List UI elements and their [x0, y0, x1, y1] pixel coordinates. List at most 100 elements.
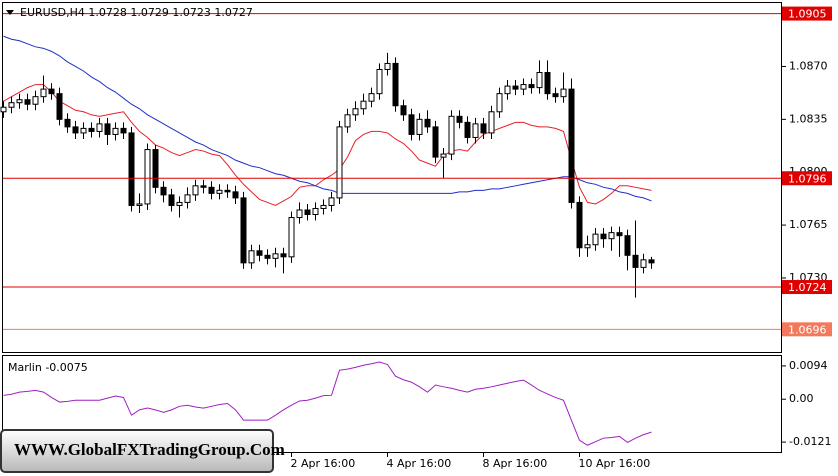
price-level-box [782, 280, 832, 295]
candle-body [472, 123, 479, 138]
candle-body [312, 207, 319, 216]
price-level-label: 1.0905 [788, 8, 827, 21]
candle-body [640, 259, 647, 268]
candle-body [328, 197, 335, 206]
moving-average [3, 84, 652, 207]
candle-body [520, 84, 527, 90]
y-tick-label: 0.0094 [789, 359, 828, 372]
candle-body [136, 203, 143, 206]
candle-body [272, 253, 279, 259]
candle-body [560, 88, 567, 98]
candle-body [232, 191, 239, 199]
candle-body [496, 93, 503, 113]
candle-body [616, 232, 623, 237]
candle-body [584, 244, 591, 249]
candle-body [240, 197, 247, 264]
candle-body [608, 232, 615, 240]
moving-average [3, 35, 652, 202]
candle-body [88, 127, 95, 132]
candle-body [48, 88, 55, 95]
candle-body [552, 93, 559, 98]
candle-body [208, 186, 215, 194]
candle-body [280, 253, 287, 258]
candle-body [352, 108, 359, 116]
candle-body [192, 185, 199, 196]
y-tick-label: 0.00 [789, 392, 814, 405]
y-tick-label: -0.0121 [789, 435, 831, 448]
candle-body [200, 185, 207, 188]
indicator-title: Marlin -0.0075 [8, 361, 88, 374]
candle-body [72, 126, 79, 134]
candle-body [528, 84, 535, 89]
candle-body [408, 114, 415, 135]
price-level-box [782, 171, 832, 186]
candle-body [40, 88, 47, 98]
candle-body [248, 250, 255, 264]
candle-body [360, 100, 367, 110]
candle-body [624, 235, 631, 256]
x-tick-label: 4 Apr 16:00 [387, 457, 452, 470]
watermark-frame [0, 429, 274, 473]
candle-body [168, 194, 175, 206]
y-tick-label: 1.0765 [789, 218, 828, 231]
candle-body [80, 127, 87, 134]
candle-body [368, 93, 375, 102]
candle-body [592, 233, 599, 246]
candle-body [144, 149, 151, 205]
main-panel [2, 2, 782, 353]
watermark-box: WWW.GlobalFXTradingGroup.Com [0, 429, 285, 473]
candle-body [456, 115, 463, 123]
candle-body [16, 99, 23, 104]
candle-body [112, 127, 119, 135]
candle-body [568, 88, 575, 203]
watermark: WWW.GlobalFXTradingGroup.Com [14, 440, 285, 459]
candle-body [480, 123, 487, 134]
candle-body [296, 209, 303, 219]
candle-body [32, 96, 39, 105]
candle-body [120, 127, 127, 134]
candle-body [392, 62, 399, 107]
y-tick-label: 1.0835 [789, 112, 828, 125]
chart-title: EURUSD,H4 1.0728 1.0729 1.0723 1.0727 [20, 6, 253, 19]
x-tick-label: 10 Apr 16:00 [579, 457, 651, 470]
candle-body [544, 71, 551, 95]
candle-body [8, 102, 15, 108]
x-tick-label: 8 Apr 16:00 [483, 457, 548, 470]
price-level-box [782, 322, 832, 337]
candle-body [56, 93, 63, 120]
y-tick-label: 1.0870 [789, 59, 828, 72]
candle-body [512, 85, 519, 90]
candle-body [176, 201, 183, 206]
candle-body [344, 114, 351, 128]
candle-body [464, 121, 471, 138]
price-level-label: 1.0696 [788, 323, 827, 336]
candle-body [216, 189, 223, 194]
candle-body [96, 123, 103, 132]
candle-body [376, 68, 383, 95]
main-layer: 1.08701.08351.08001.07651.07301.09051.07… [0, 6, 832, 470]
candle-body [64, 118, 71, 128]
price-level-label: 1.0796 [788, 172, 827, 185]
candle-body [576, 201, 583, 249]
candle-body [600, 233, 607, 240]
candle-body [648, 259, 655, 264]
candle-body [416, 118, 423, 135]
candle-body [160, 186, 167, 196]
candle-body [184, 194, 191, 203]
candle-body [224, 189, 231, 193]
candle-body [128, 132, 135, 206]
x-tick-label: 2 Apr 16:00 [291, 457, 356, 470]
candle-body [264, 254, 271, 259]
candle-body [384, 62, 391, 70]
price-level-label: 1.0724 [788, 281, 827, 294]
indicator-line [3, 361, 652, 446]
candle-body [24, 99, 31, 105]
candle-body [288, 217, 295, 258]
candle-body [104, 123, 111, 135]
candle-body [440, 153, 447, 158]
candle-body [536, 71, 543, 89]
candle-body [488, 111, 495, 134]
candle-body [256, 250, 263, 256]
candle-body [320, 204, 327, 209]
